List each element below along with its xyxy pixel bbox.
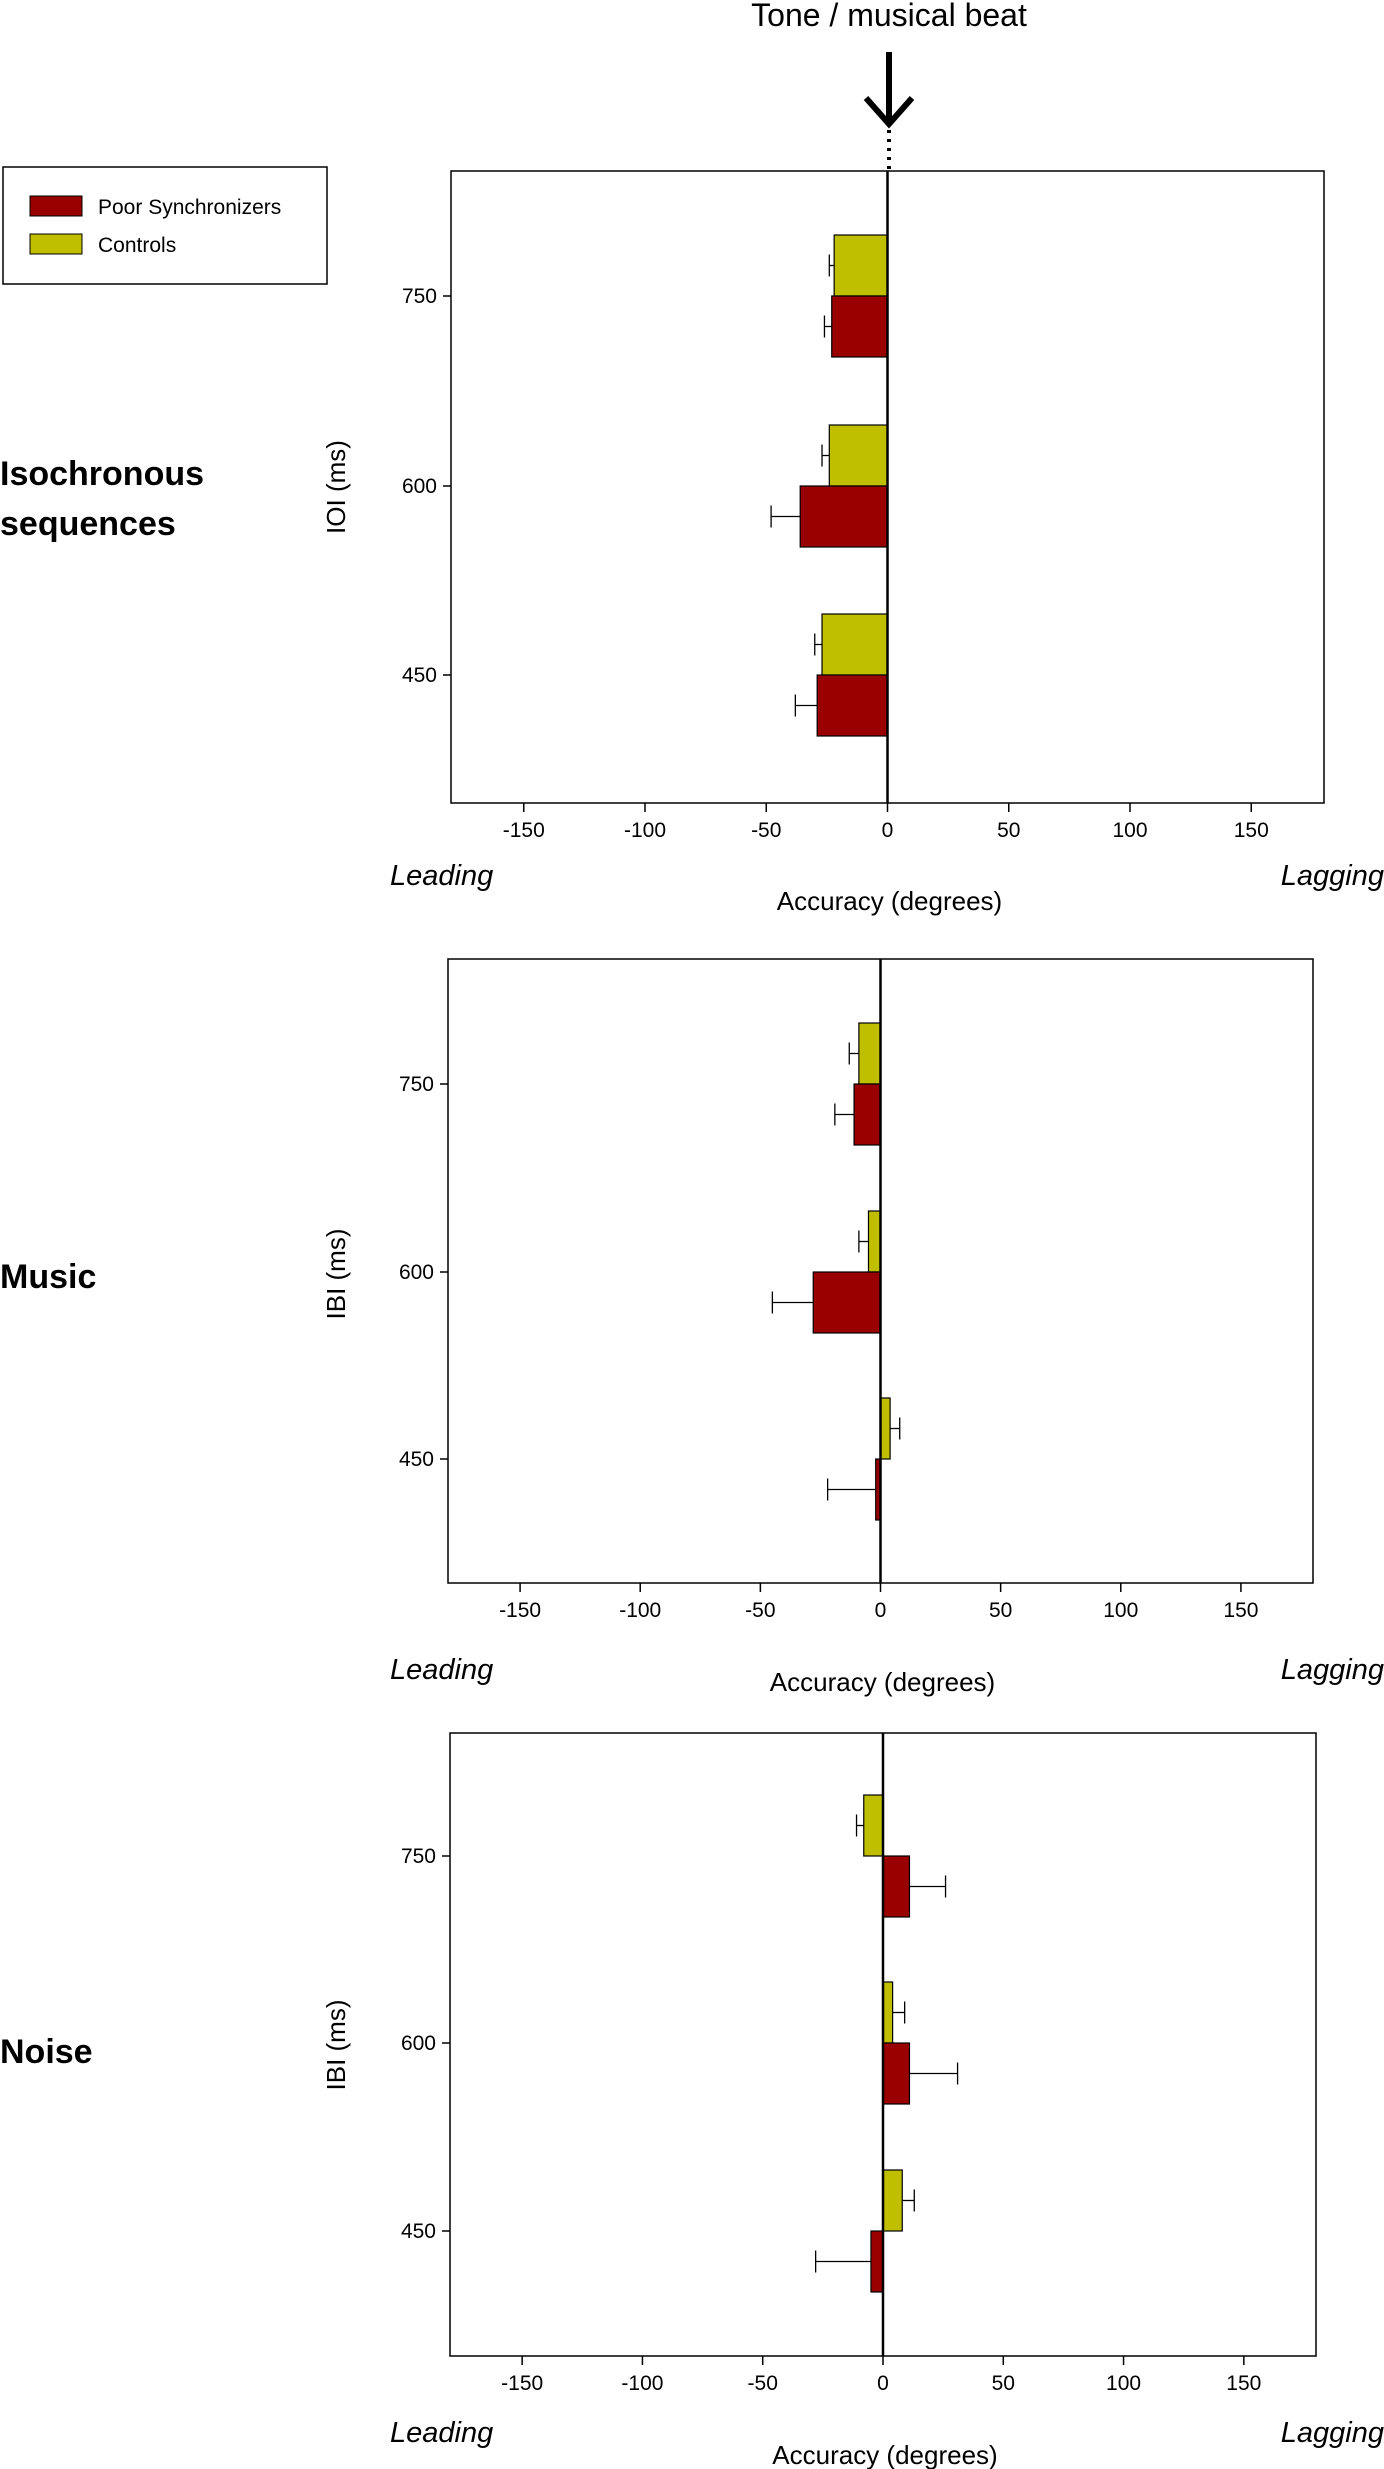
bar-controls-450 bbox=[821, 613, 889, 676]
error-bar-controls-450 bbox=[890, 1417, 901, 1440]
x-tick-label: 50 bbox=[989, 1599, 1012, 1622]
y-tick-label: 600 bbox=[402, 475, 437, 498]
x-tick-label: 50 bbox=[992, 2372, 1015, 2395]
row-label: Noise bbox=[0, 2033, 93, 2071]
panel-music: Music 750 600 450 -150 -100 -50 0 50 100 150 IBI (m… bbox=[0, 958, 1384, 1697]
legend: Poor Synchronizers Controls bbox=[2, 166, 328, 285]
error-bar-poor-600 bbox=[770, 505, 801, 528]
x-tick-label: -100 bbox=[619, 1599, 661, 1622]
bar-poor-450 bbox=[870, 2230, 884, 2293]
y-axis-label: IOI (ms) bbox=[321, 440, 351, 534]
bar-controls-600 bbox=[882, 1981, 894, 2044]
y-tick-label: 750 bbox=[399, 1073, 434, 1096]
y-tick-label: 600 bbox=[399, 1261, 434, 1284]
legend-entry-controls: Controls bbox=[29, 233, 176, 257]
error-bar-poor-600 bbox=[909, 2062, 959, 2085]
x-axis-label: Accuracy (degrees) bbox=[770, 1667, 995, 1697]
x-tick-label: 150 bbox=[1223, 1599, 1258, 1622]
x-axis-label: Accuracy (degrees) bbox=[772, 2440, 997, 2469]
x-tick-label: -100 bbox=[624, 819, 666, 842]
x-tick-label: 0 bbox=[877, 2372, 889, 2395]
x-tick-label: 50 bbox=[997, 819, 1020, 842]
leading-label: Leading bbox=[390, 1654, 493, 1686]
legend-entry-poor: Poor Synchronizers bbox=[29, 195, 281, 219]
y-tick-label: 750 bbox=[401, 1845, 436, 1868]
y-tick-label: 450 bbox=[401, 2220, 436, 2243]
bar-poor-600 bbox=[812, 1271, 882, 1334]
legend-label-poor: Poor Synchronizers bbox=[98, 196, 281, 219]
x-tick-label: -50 bbox=[751, 819, 781, 842]
error-bar-controls-450 bbox=[902, 2189, 915, 2212]
x-tick-label: -150 bbox=[499, 1599, 541, 1622]
x-tick-label: -100 bbox=[621, 2372, 663, 2395]
top-title: Tone / musical beat bbox=[751, 0, 1027, 33]
error-bar-poor-750 bbox=[909, 1875, 947, 1898]
y-tick-label: 750 bbox=[402, 285, 437, 308]
error-bar-controls-600 bbox=[821, 444, 830, 467]
row-label: sequences bbox=[0, 505, 176, 543]
panel-isochronous: Isochronous sequences 750 600 450 -150 -100 -50… bbox=[0, 170, 1384, 916]
bar-controls-450 bbox=[879, 1397, 891, 1460]
error-bar-controls-600 bbox=[892, 2001, 906, 2024]
error-bar-controls-750 bbox=[848, 1042, 859, 1065]
error-bar-controls-450 bbox=[814, 633, 823, 656]
y-axis-label: IBI (ms) bbox=[321, 2000, 351, 2091]
legend-box bbox=[2, 166, 328, 285]
error-bar-controls-600 bbox=[858, 1230, 869, 1253]
bar-poor-600 bbox=[799, 485, 889, 548]
legend-swatch-poor bbox=[29, 195, 83, 217]
x-tick-label: -150 bbox=[501, 2372, 543, 2395]
x-tick-label: 100 bbox=[1103, 1599, 1138, 1622]
down-arrow-icon bbox=[863, 52, 915, 170]
legend-label-controls: Controls bbox=[98, 234, 176, 257]
error-bar-poor-450 bbox=[794, 694, 818, 717]
x-axis-label: Accuracy (degrees) bbox=[777, 886, 1002, 916]
y-tick-label: 600 bbox=[401, 2032, 436, 2055]
row-label: Music bbox=[0, 1258, 96, 1296]
error-bar-poor-750 bbox=[823, 315, 832, 338]
leading-label: Leading bbox=[390, 860, 493, 892]
error-bar-poor-450 bbox=[814, 2250, 871, 2273]
x-tick-label: -150 bbox=[503, 819, 545, 842]
bar-poor-750 bbox=[853, 1083, 882, 1146]
y-axis-label: IBI (ms) bbox=[321, 1229, 351, 1320]
bar-poor-450 bbox=[816, 674, 889, 737]
row-label: Isochronous bbox=[0, 455, 204, 493]
error-bar-controls-750 bbox=[828, 254, 835, 277]
lagging-label: Lagging bbox=[1281, 2417, 1384, 2449]
bar-controls-600 bbox=[828, 424, 889, 487]
x-tick-label: 150 bbox=[1234, 819, 1269, 842]
bar-poor-600 bbox=[882, 2042, 911, 2105]
x-tick-label: 0 bbox=[882, 819, 894, 842]
x-tick-label: -50 bbox=[748, 2372, 778, 2395]
x-tick-label: -50 bbox=[745, 1599, 775, 1622]
panel-noise: Noise 750 600 450 -150 -100 -50 0 50 100 150 IBI (m… bbox=[0, 1732, 1384, 2469]
x-tick-label: 150 bbox=[1226, 2372, 1261, 2395]
error-bar-controls-750 bbox=[855, 1814, 864, 1837]
error-bar-poor-750 bbox=[834, 1103, 855, 1126]
x-tick-label: 100 bbox=[1112, 819, 1147, 842]
bar-controls-750 bbox=[863, 1794, 884, 1857]
y-tick-label: 450 bbox=[399, 1448, 434, 1471]
x-tick-label: 100 bbox=[1106, 2372, 1141, 2395]
bar-poor-750 bbox=[882, 1855, 911, 1918]
x-tick-label: 0 bbox=[875, 1599, 887, 1622]
bar-controls-750 bbox=[858, 1022, 882, 1085]
bar-controls-450 bbox=[882, 2169, 903, 2232]
legend-swatch-controls bbox=[29, 233, 83, 255]
bar-controls-600 bbox=[867, 1210, 882, 1273]
leading-label: Leading bbox=[390, 2417, 493, 2449]
y-tick-label: 450 bbox=[402, 664, 437, 687]
bar-controls-750 bbox=[833, 234, 889, 297]
bar-poor-750 bbox=[831, 295, 889, 358]
error-bar-poor-600 bbox=[771, 1291, 814, 1314]
lagging-label: Lagging bbox=[1281, 1654, 1384, 1686]
lagging-label: Lagging bbox=[1281, 860, 1384, 892]
error-bar-poor-450 bbox=[826, 1478, 876, 1501]
